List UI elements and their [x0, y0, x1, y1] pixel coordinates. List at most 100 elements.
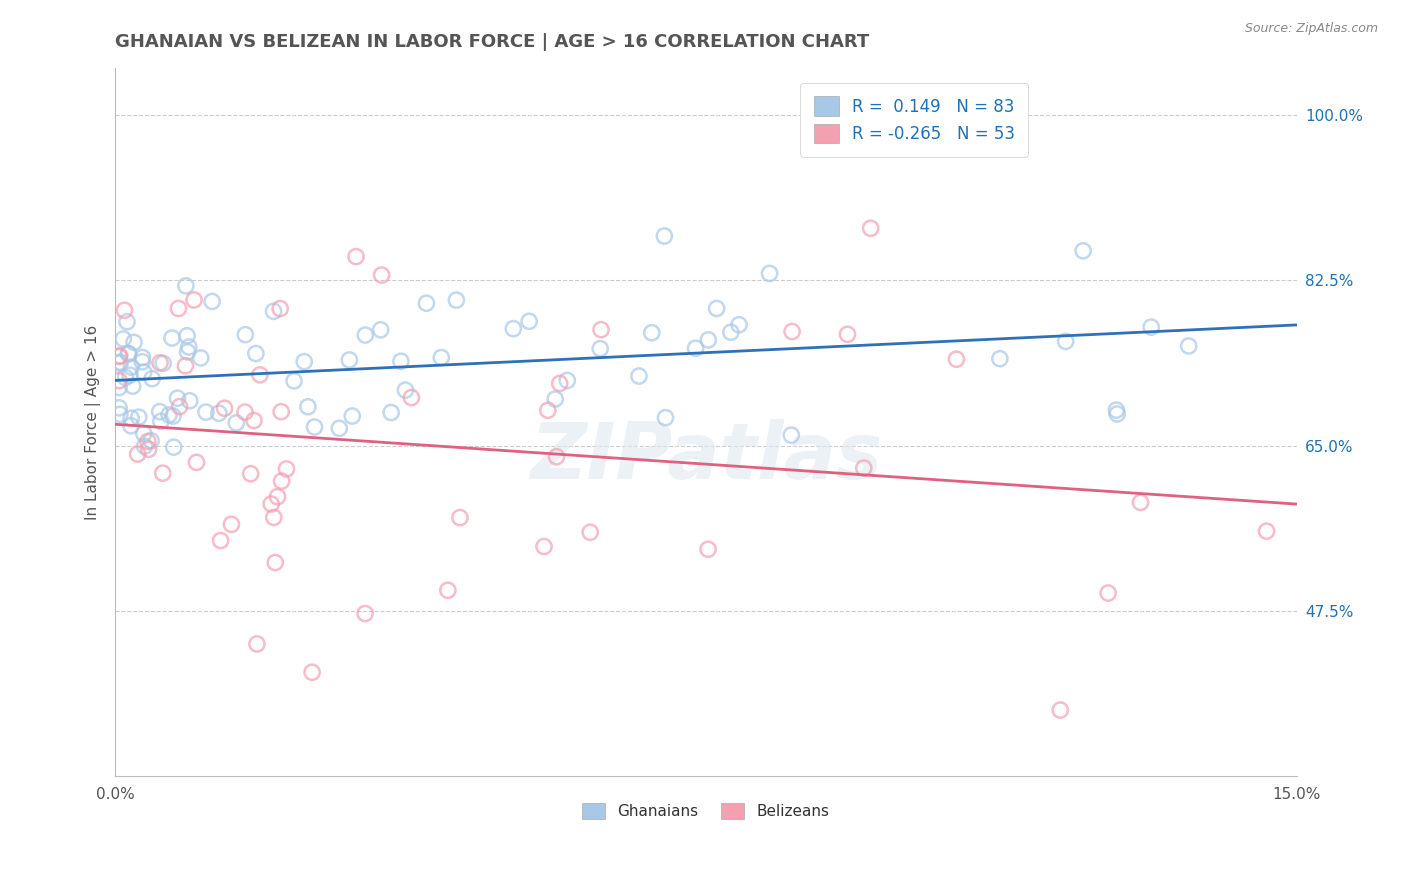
- Text: GHANAIAN VS BELIZEAN IN LABOR FORCE | AGE > 16 CORRELATION CHART: GHANAIAN VS BELIZEAN IN LABOR FORCE | AG…: [115, 33, 869, 51]
- Point: [697, 333, 720, 347]
- Point: [548, 376, 571, 391]
- Point: [160, 331, 183, 345]
- Point: [446, 293, 468, 307]
- Point: [720, 326, 742, 340]
- Point: [641, 326, 664, 340]
- Point: [544, 392, 567, 406]
- Point: [697, 542, 720, 557]
- Point: [121, 379, 143, 393]
- Point: [1054, 334, 1077, 349]
- Point: [837, 327, 859, 342]
- Point: [589, 323, 612, 337]
- Point: [127, 447, 149, 461]
- Point: [108, 356, 131, 370]
- Legend: Ghanaians, Belizeans: Ghanaians, Belizeans: [576, 797, 835, 825]
- Point: [546, 450, 568, 464]
- Point: [652, 229, 675, 244]
- Point: [988, 351, 1011, 366]
- Point: [108, 401, 131, 415]
- Point: [108, 408, 131, 422]
- Point: [249, 368, 271, 382]
- Point: [394, 383, 416, 397]
- Point: [108, 350, 131, 364]
- Point: [1177, 339, 1199, 353]
- Point: [579, 525, 602, 540]
- Point: [344, 250, 367, 264]
- Point: [141, 372, 163, 386]
- Point: [132, 426, 155, 441]
- Point: [169, 400, 191, 414]
- Point: [131, 351, 153, 365]
- Point: [157, 408, 180, 422]
- Point: [174, 359, 197, 373]
- Point: [183, 293, 205, 307]
- Point: [117, 347, 139, 361]
- Point: [415, 296, 437, 310]
- Point: [243, 413, 266, 427]
- Point: [1129, 495, 1152, 509]
- Point: [758, 267, 780, 281]
- Point: [852, 461, 875, 475]
- Point: [139, 434, 162, 448]
- Y-axis label: In Labor Force | Age > 16: In Labor Force | Age > 16: [86, 325, 101, 519]
- Point: [269, 301, 291, 316]
- Point: [209, 533, 232, 548]
- Point: [138, 442, 160, 457]
- Point: [337, 353, 360, 368]
- Point: [437, 583, 460, 598]
- Point: [945, 352, 967, 367]
- Point: [627, 369, 650, 384]
- Point: [430, 351, 453, 365]
- Point: [120, 360, 142, 375]
- Point: [225, 416, 247, 430]
- Point: [276, 462, 298, 476]
- Point: [110, 355, 132, 369]
- Point: [167, 301, 190, 316]
- Point: [270, 405, 292, 419]
- Point: [177, 340, 200, 354]
- Point: [654, 410, 676, 425]
- Point: [517, 314, 540, 328]
- Point: [380, 405, 402, 419]
- Point: [152, 466, 174, 480]
- Point: [201, 294, 224, 309]
- Point: [449, 510, 471, 524]
- Point: [149, 356, 172, 370]
- Point: [1071, 244, 1094, 258]
- Point: [370, 268, 392, 282]
- Point: [859, 221, 882, 235]
- Point: [194, 405, 217, 419]
- Point: [112, 332, 135, 346]
- Point: [297, 400, 319, 414]
- Text: ZIPatlas: ZIPatlas: [530, 419, 882, 495]
- Point: [266, 490, 288, 504]
- Point: [370, 323, 392, 337]
- Point: [328, 421, 350, 435]
- Point: [174, 278, 197, 293]
- Point: [1105, 403, 1128, 417]
- Point: [401, 391, 423, 405]
- Point: [246, 637, 269, 651]
- Point: [186, 455, 208, 469]
- Text: Source: ZipAtlas.com: Source: ZipAtlas.com: [1244, 22, 1378, 36]
- Point: [264, 556, 287, 570]
- Point: [502, 321, 524, 335]
- Point: [1107, 407, 1129, 421]
- Point: [163, 440, 186, 454]
- Point: [118, 368, 141, 383]
- Point: [706, 301, 728, 316]
- Point: [176, 328, 198, 343]
- Point: [117, 347, 139, 361]
- Point: [152, 356, 174, 370]
- Point: [685, 341, 707, 355]
- Point: [1049, 703, 1071, 717]
- Point: [589, 342, 612, 356]
- Point: [114, 303, 136, 318]
- Point: [115, 315, 138, 329]
- Point: [214, 401, 236, 416]
- Point: [342, 409, 364, 423]
- Point: [354, 607, 377, 621]
- Point: [780, 325, 803, 339]
- Point: [263, 304, 285, 318]
- Point: [131, 355, 153, 369]
